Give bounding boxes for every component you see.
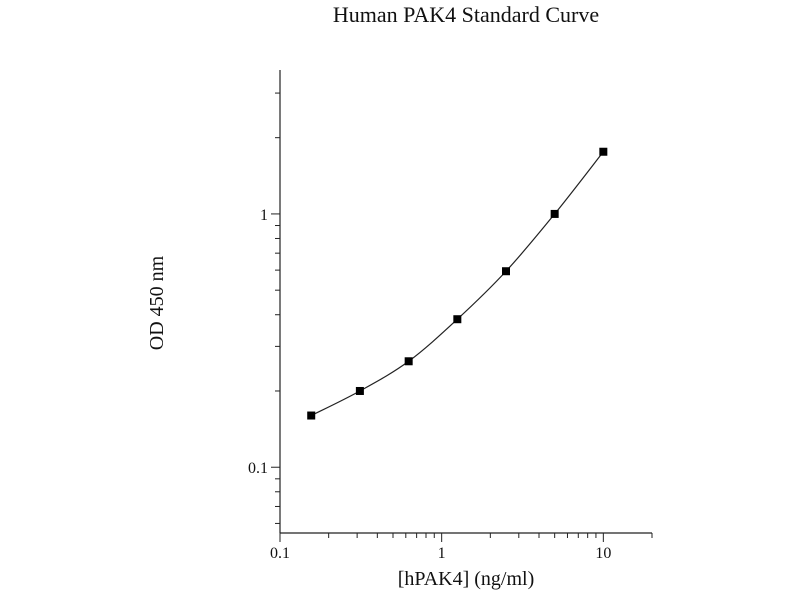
standard-curve-line	[310, 151, 604, 417]
data-point-marker	[453, 315, 462, 324]
y-ticks: 0.11	[248, 92, 280, 524]
y-tick-label: 0.1	[248, 460, 268, 477]
data-point-marker	[550, 209, 559, 218]
data-point-marker	[355, 386, 364, 395]
data-point-marker	[502, 267, 511, 276]
x-tick-label: 1	[438, 545, 446, 562]
data-point-marker	[307, 411, 316, 420]
plot-area	[307, 147, 608, 420]
chart-title: Human PAK4 Standard Curve	[333, 2, 599, 27]
x-tick-label: 10	[595, 545, 611, 562]
y-axis-label: OD 450 nm	[146, 255, 168, 350]
y-axis: 0.11	[248, 70, 281, 533]
data-point-marker	[599, 147, 608, 156]
x-axis-label: [hPAK4] (ng/ml)	[398, 568, 534, 590]
x-ticks: 0.1 1 10	[270, 533, 653, 562]
data-point-marker	[404, 357, 413, 366]
x-axis: 0.1 1 10	[270, 532, 653, 562]
y-tick-label: 1	[260, 207, 268, 224]
x-tick-label: 0.1	[270, 545, 290, 562]
